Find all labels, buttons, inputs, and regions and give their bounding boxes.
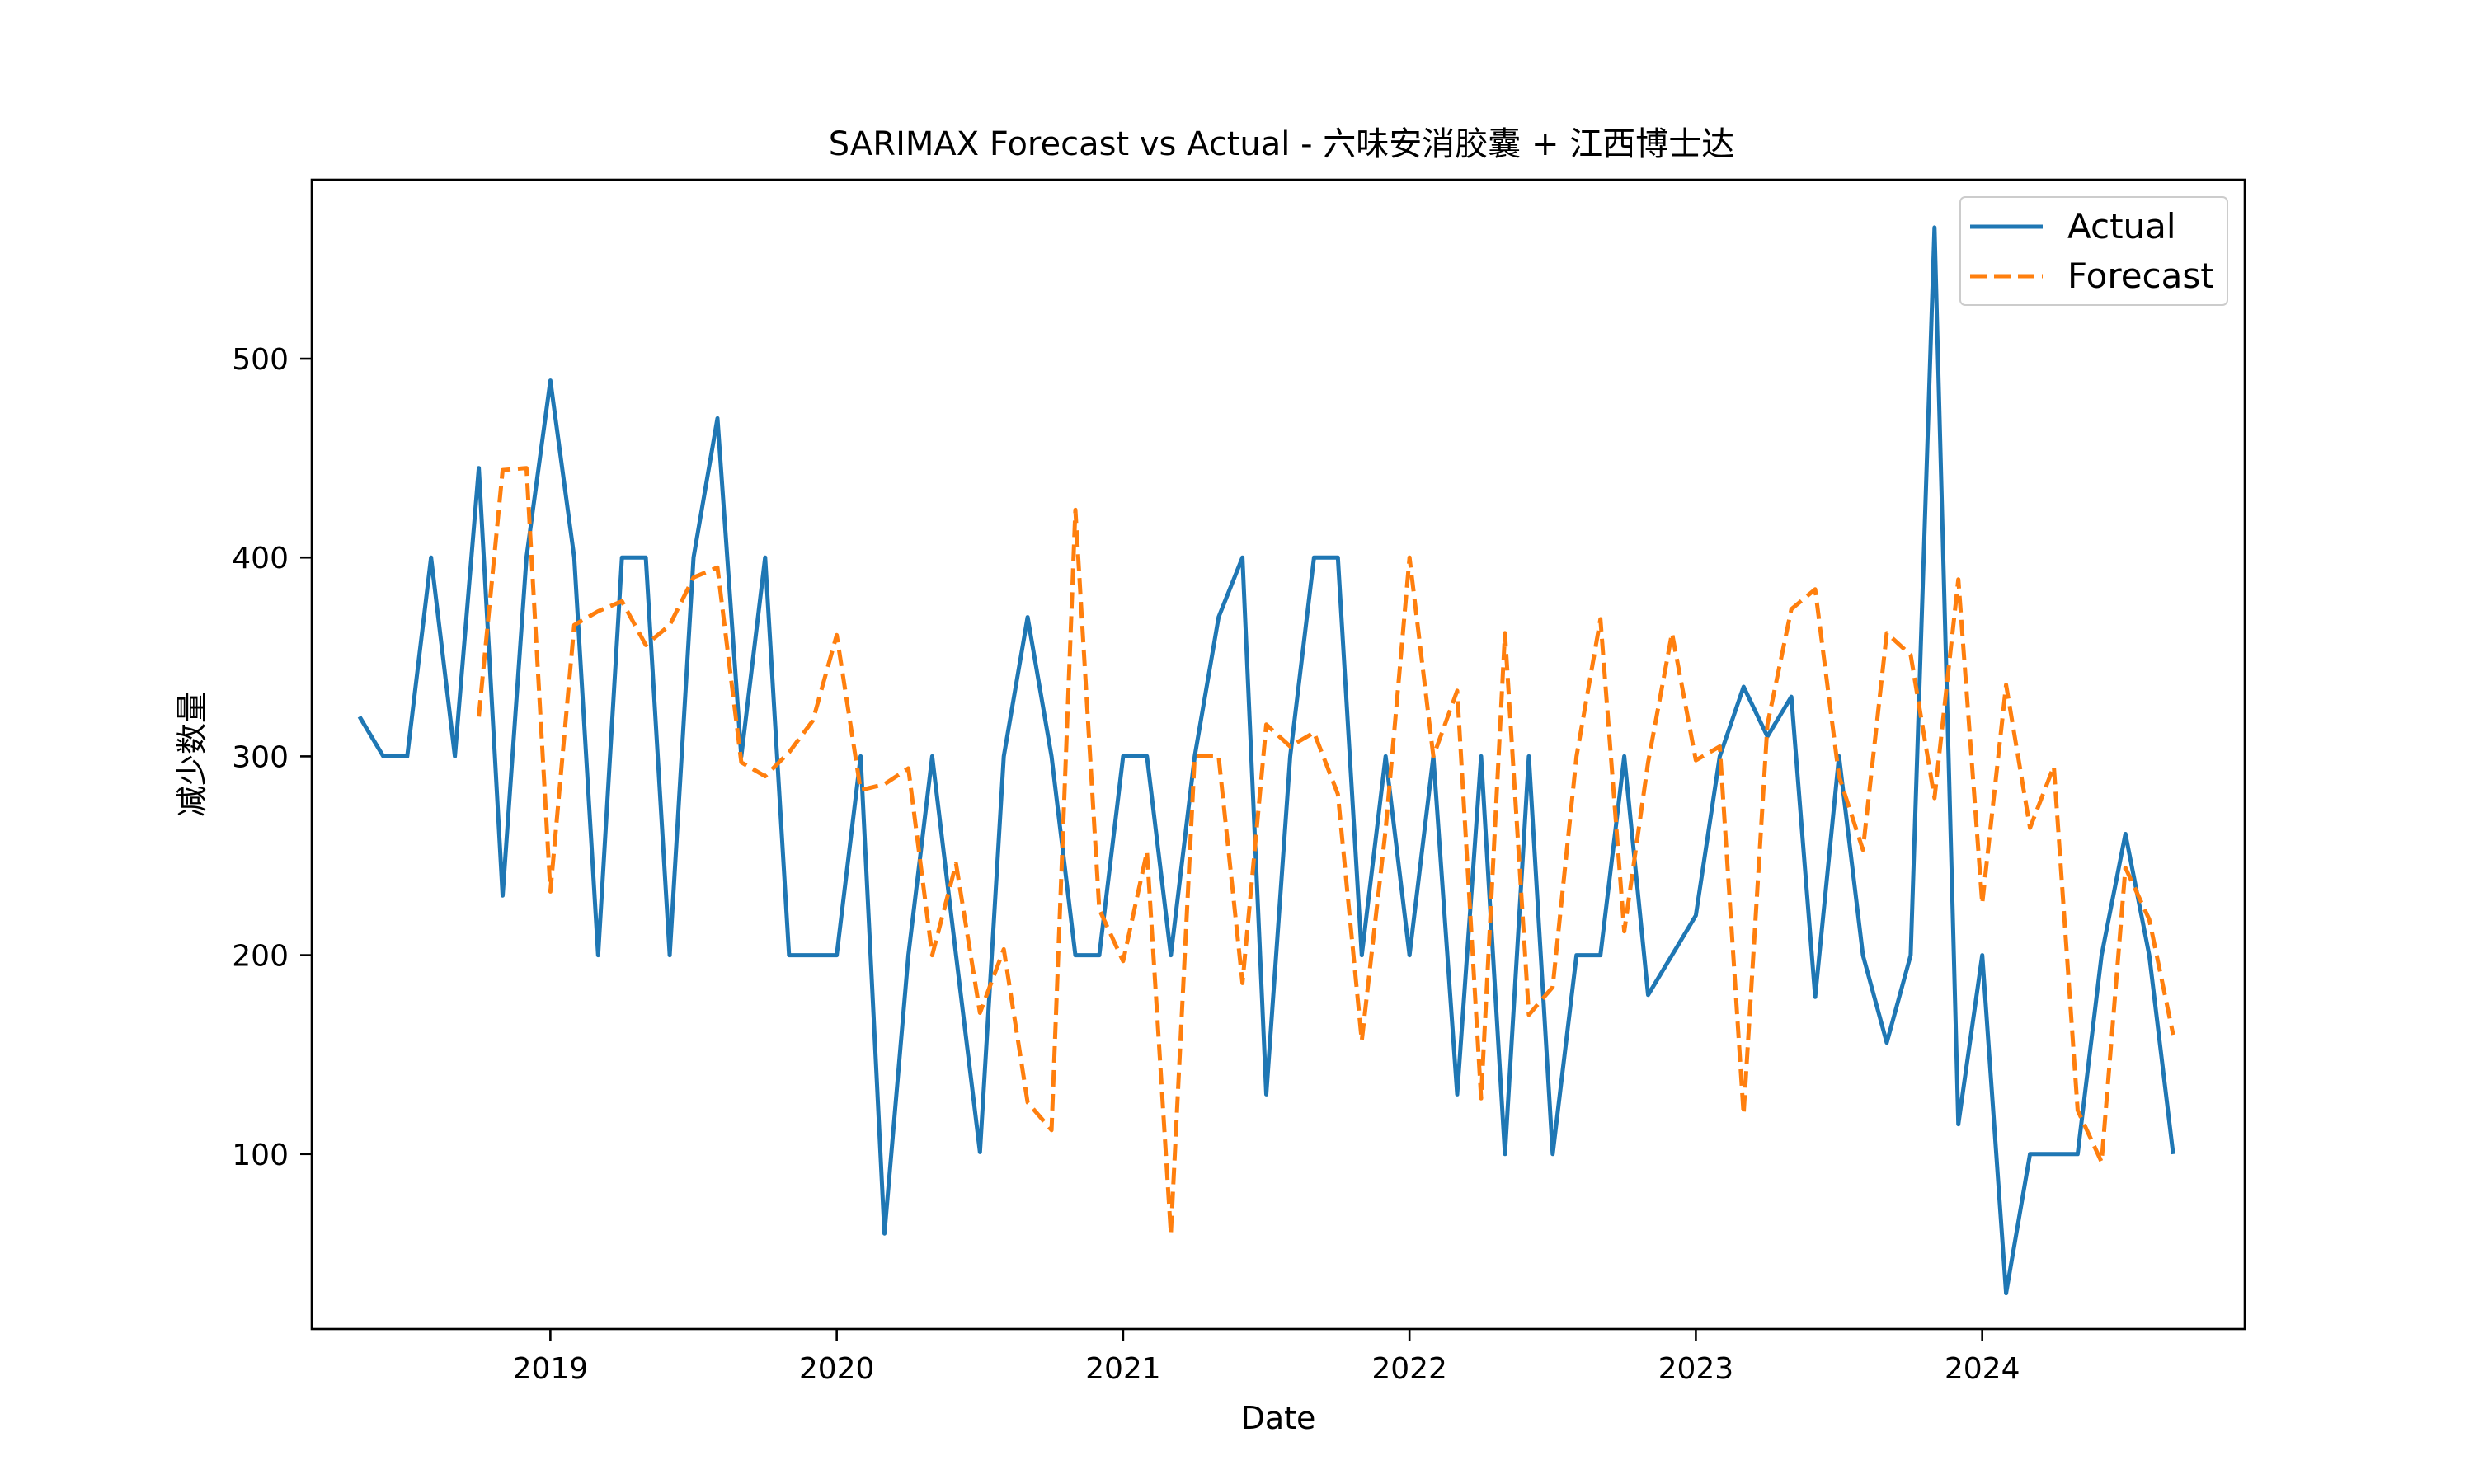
plot-area-frame: [310, 178, 2246, 1331]
x-tick-label: 2022: [1371, 1352, 1447, 1386]
x-tick-label: 2024: [1945, 1352, 2020, 1386]
x-axis-label: Date: [1241, 1400, 1316, 1436]
x-tick-label: 2019: [513, 1352, 589, 1386]
y-tick-label: 500: [232, 343, 289, 377]
series-layer: [357, 225, 2175, 1296]
y-tick-label: 100: [232, 1139, 289, 1172]
legend: Actual Forecast: [1959, 196, 2228, 306]
series-line-actual: [357, 225, 2175, 1296]
x-tick-label: 2023: [1658, 1352, 1734, 1386]
x-tick-label: 2020: [799, 1352, 875, 1386]
series-line-forecast: [477, 466, 2175, 1236]
chart-title: SARIMAX Forecast vs Actual - 六味安消胶囊 + 江西…: [829, 125, 1734, 163]
x-tick-label: 2021: [1085, 1352, 1161, 1386]
y-axis-ticks: 100 200 300 400 500: [232, 343, 312, 1172]
y-tick-label: 400: [232, 542, 289, 575]
x-axis-ticks: 2019 2020 2021 2022 2023 2024: [513, 1329, 2020, 1386]
y-axis-label: 减少数量: [174, 692, 210, 817]
legend-label-actual: Actual: [2067, 206, 2176, 247]
y-tick-label: 300: [232, 740, 289, 774]
legend-label-forecast: Forecast: [2067, 256, 2214, 296]
y-tick-label: 200: [232, 940, 289, 974]
